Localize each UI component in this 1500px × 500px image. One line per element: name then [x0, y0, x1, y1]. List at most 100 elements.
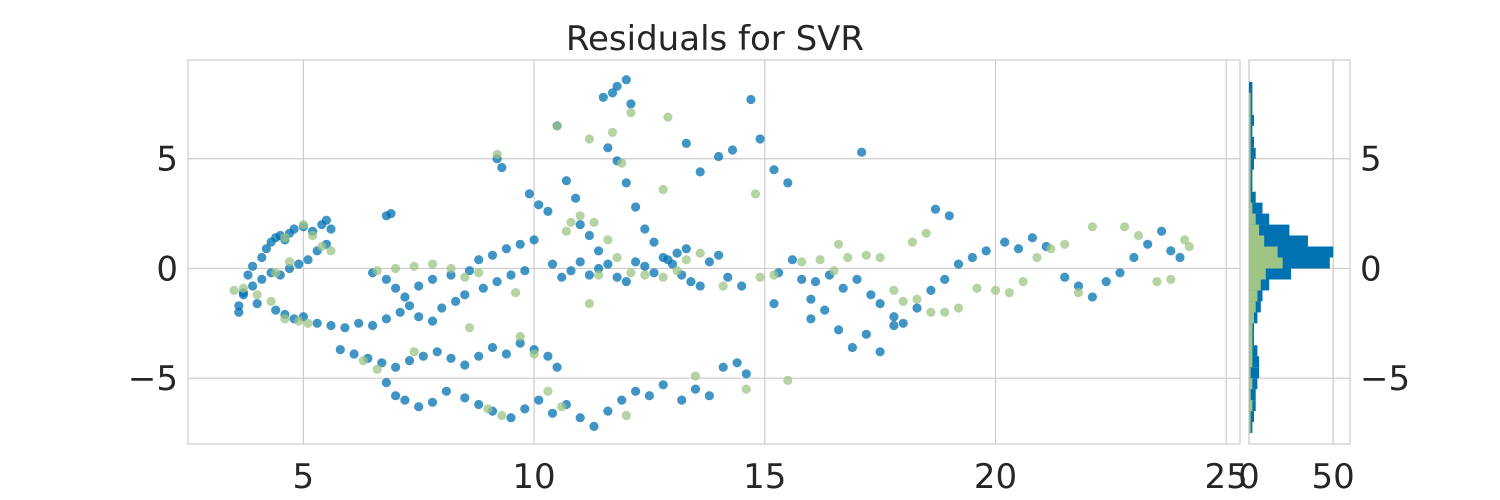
train-hist-bar: [1249, 389, 1256, 401]
train-residual-point: [769, 299, 779, 309]
train-residual-point: [889, 312, 899, 322]
test-residual-point: [561, 226, 572, 236]
test-residual-point: [271, 268, 281, 278]
train-residual-point: [543, 206, 553, 216]
histogram-x-tick-labels: 0 50: [1238, 457, 1355, 497]
train-residual-point: [584, 270, 595, 280]
train-residual-point: [271, 305, 281, 315]
train-residual-point: [912, 303, 922, 313]
test-residual-point: [543, 386, 553, 396]
test-residual-point: [589, 217, 599, 227]
hist-y-tick-label: −5: [1360, 359, 1410, 399]
test-residual-point: [474, 268, 484, 278]
train-residual-point: [474, 255, 484, 265]
test-residual-point: [1087, 222, 1097, 232]
test-residual-point: [1060, 239, 1070, 249]
train-residual-point: [1060, 272, 1070, 282]
train-residual-point: [834, 325, 844, 335]
test-residual-point: [1032, 252, 1042, 263]
train-hist-bar: [1249, 235, 1308, 247]
test-residual-point: [843, 252, 853, 263]
test-residual-point: [663, 112, 673, 122]
hist-x-tick-label: 50: [1312, 457, 1355, 497]
train-residual-point: [898, 318, 908, 328]
histogram-bars: [1249, 81, 1334, 434]
test-residual-point: [626, 108, 636, 118]
train-residual-point: [810, 277, 821, 287]
train-residual-point: [681, 244, 691, 254]
test-residual-point: [529, 349, 539, 359]
test-residual-point: [464, 323, 475, 333]
train-residual-point: [649, 237, 659, 247]
train-residual-point: [806, 294, 816, 304]
test-residual-point: [1180, 235, 1190, 245]
train-residual-point: [769, 165, 779, 175]
train-residual-point: [875, 347, 885, 357]
train-hist-bar: [1249, 158, 1254, 170]
test-residual-point: [898, 296, 908, 306]
test-hist-bar: [1249, 411, 1251, 423]
train-residual-point: [755, 134, 765, 144]
train-residual-point: [529, 235, 539, 245]
test-residual-point: [1133, 230, 1144, 241]
test-residual-point: [1166, 274, 1176, 284]
x-tick-label: 10: [512, 457, 555, 497]
train-hist-bar: [1249, 257, 1330, 269]
test-residual-point: [409, 347, 419, 357]
train-residual-point: [1027, 233, 1037, 243]
train-residual-point: [737, 281, 747, 291]
train-residual-point: [1166, 246, 1176, 256]
train-residual-point: [575, 220, 585, 230]
train-residual-point: [603, 259, 613, 269]
train-residual-point: [617, 395, 627, 405]
test-residual-point: [1073, 288, 1084, 298]
train-residual-point: [524, 189, 535, 199]
train-residual-point: [603, 406, 613, 416]
test-residual-point: [229, 285, 239, 295]
train-residual-point: [681, 138, 691, 148]
train-residual-point: [414, 402, 424, 412]
y-tick-label: 0: [156, 249, 178, 289]
test-residual-point: [912, 294, 922, 304]
test-residual-point: [797, 257, 807, 267]
test-hist-bar: [1249, 224, 1260, 236]
train-residual-point: [506, 270, 516, 280]
train-residual-point: [326, 320, 336, 331]
train-hist-bar: [1249, 114, 1254, 126]
test-residual-point: [718, 281, 728, 291]
test-hist-bar: [1249, 125, 1251, 137]
test-hist-bar: [1249, 400, 1253, 412]
train-residual-point: [1073, 281, 1084, 291]
train-hist-bar: [1249, 202, 1263, 214]
train-residual-point: [381, 274, 391, 284]
train-residual-point: [820, 305, 830, 315]
train-hist-bar: [1249, 191, 1256, 203]
train-residual-point: [400, 395, 410, 405]
test-residual-point: [829, 266, 839, 276]
train-residual-point: [381, 378, 391, 388]
train-residual-point: [261, 244, 271, 254]
train-residual-point: [487, 342, 498, 353]
test-residual-point: [953, 303, 964, 313]
y-tick-label: 5: [156, 140, 178, 180]
hist-y-tick-label: 0: [1360, 249, 1382, 289]
train-residual-point: [381, 314, 391, 324]
test-residual-point: [769, 270, 779, 280]
train-residual-point: [838, 283, 848, 293]
train-residual-point: [607, 88, 618, 98]
train-residual-point: [248, 281, 258, 291]
test-residual-point: [460, 272, 470, 282]
train-residual-point: [234, 307, 244, 317]
train-residual-point: [746, 94, 756, 105]
test-residual-point: [358, 356, 368, 366]
train-residual-point: [626, 99, 636, 109]
train-hist-bar: [1249, 147, 1256, 159]
train-residual-point: [704, 391, 715, 401]
train-residual-point: [571, 193, 581, 203]
test-residual-point: [889, 285, 899, 295]
train-residual-point: [1101, 277, 1111, 287]
test-residual-point: [252, 290, 262, 300]
test-hist-bar: [1249, 246, 1278, 258]
test-hist-bar: [1249, 158, 1251, 170]
